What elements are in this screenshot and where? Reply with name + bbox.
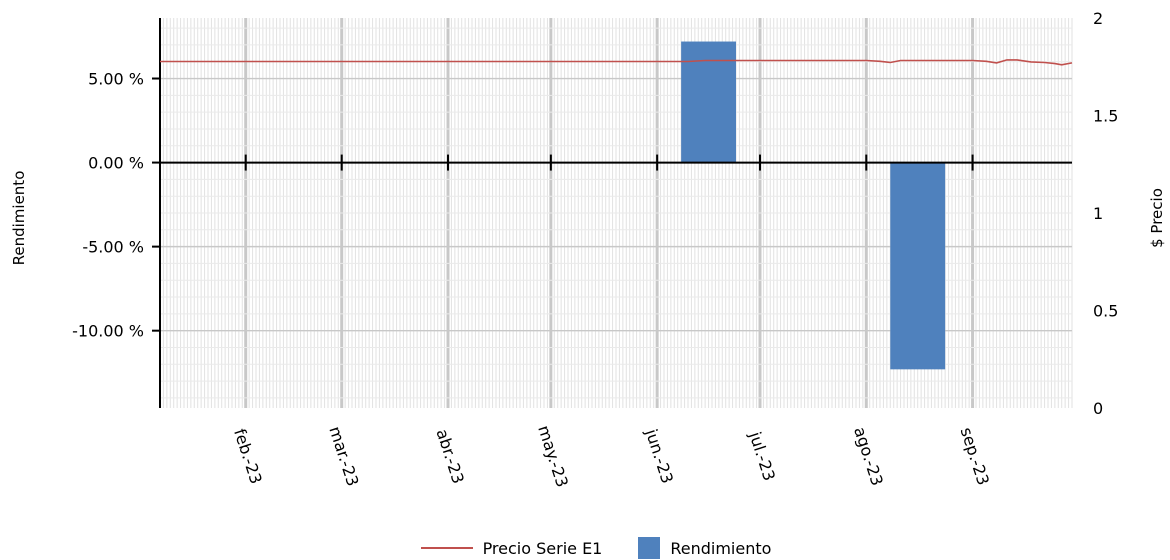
x-tick-label: sep.-23 — [957, 425, 993, 488]
y2-tick-label: 1 — [1093, 204, 1103, 223]
chart-canvas: 5.00 % 0.00 % -5.00 % -10.00 % 2 1.5 1 0.5 0 fe… — [10, 9, 1166, 490]
legend-item-return: Rendimiento — [638, 537, 771, 559]
return-bar — [890, 162, 946, 370]
y2-tick-label: 0.5 — [1093, 302, 1118, 321]
y-tick-label: 5.00 % — [88, 70, 144, 89]
legend-box-swatch — [638, 537, 661, 559]
x-tick-label: jul.-23 — [745, 429, 779, 484]
legend-label-price: Precio Serie E1 — [482, 538, 603, 558]
bars-layer — [681, 41, 946, 370]
right-tick-labels: 2 1.5 1 0.5 0 — [1093, 9, 1118, 418]
y-axis-title: Rendimiento — [10, 171, 28, 266]
x-tick-label: abr.-23 — [432, 427, 467, 486]
y-tick-label: -10.00 % — [72, 322, 144, 341]
y2-tick-label: 2 — [1093, 9, 1103, 28]
price-line — [160, 59, 1073, 66]
x-tick-label: may.-23 — [534, 423, 572, 490]
y-tick-label: 0.00 % — [88, 154, 144, 173]
legend-item-price: Precio Serie E1 — [420, 538, 603, 558]
y-tick-label: -5.00 % — [82, 238, 144, 257]
x-tick-label: mar.-23 — [325, 424, 362, 489]
x-ticks — [244, 154, 974, 171]
legend-label-return: Rendimiento — [670, 538, 772, 558]
legend: Precio Serie E1 Rendimiento — [0, 536, 1170, 560]
return-bar — [681, 41, 736, 163]
x-tick-label: ago.-23 — [850, 425, 887, 489]
y2-tick-label: 0 — [1093, 399, 1103, 418]
x-tick-label: jun.-23 — [641, 426, 677, 486]
legend-line-swatch — [420, 547, 473, 549]
left-tick-labels: 5.00 % 0.00 % -5.00 % -10.00 % — [72, 70, 160, 341]
y2-axis-title: $ Precio — [1148, 188, 1166, 248]
x-tick-labels: feb.-23 mar.-23 abr.-23 may.-23 jun.-23 jul.-… — [230, 423, 993, 490]
y2-tick-label: 1.5 — [1093, 107, 1118, 126]
x-tick-label: feb.-23 — [230, 426, 266, 486]
